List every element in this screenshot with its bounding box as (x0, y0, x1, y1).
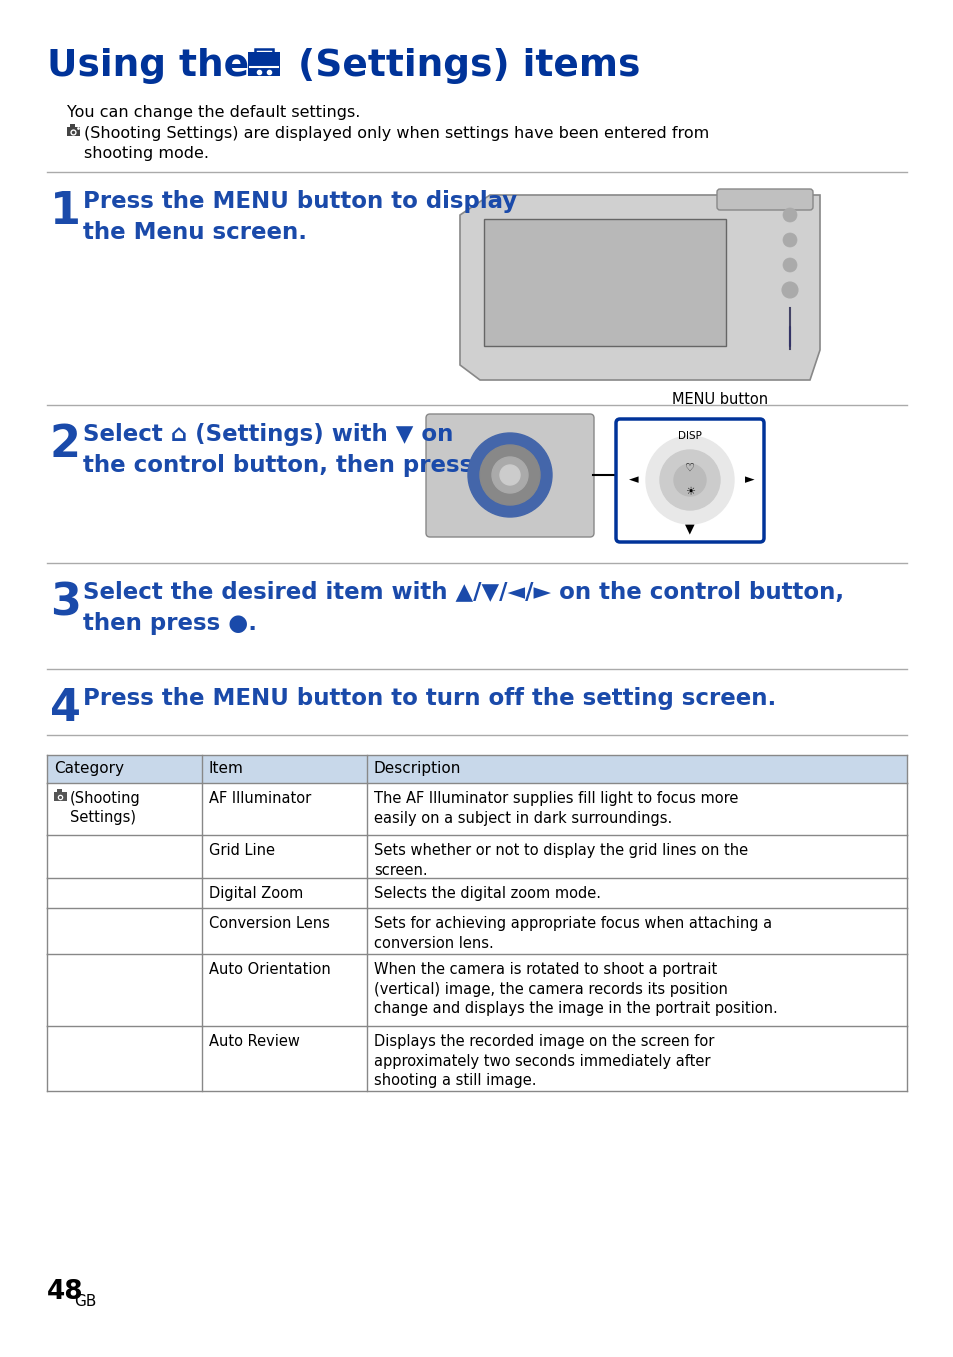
Text: Press the MENU button to display
the Menu screen.: Press the MENU button to display the Men… (83, 190, 517, 244)
Circle shape (782, 208, 796, 223)
Text: 1: 1 (50, 190, 81, 233)
Circle shape (468, 433, 552, 517)
Polygon shape (459, 195, 820, 380)
Text: Selects the digital zoom mode.: Selects the digital zoom mode. (374, 886, 600, 901)
Text: Using the: Using the (47, 47, 262, 84)
Bar (54, 792, 67, 801)
Text: GB: GB (74, 1295, 96, 1310)
Text: ▼: ▼ (684, 522, 694, 535)
Bar (57, 788, 62, 792)
Circle shape (645, 436, 733, 524)
Bar (47, 1026, 906, 1091)
Bar (47, 908, 906, 954)
Text: Category: Category (54, 761, 124, 776)
Circle shape (659, 451, 720, 510)
Bar (67, 128, 80, 136)
Text: Press the MENU button to turn off the setting screen.: Press the MENU button to turn off the se… (83, 687, 776, 710)
Text: 4: 4 (50, 687, 81, 730)
Text: 48: 48 (47, 1280, 84, 1305)
Text: ◄: ◄ (628, 474, 638, 487)
Text: Auto Review: Auto Review (209, 1034, 299, 1049)
Text: Description: Description (374, 761, 461, 776)
FancyBboxPatch shape (483, 218, 725, 346)
Text: DISP: DISP (678, 432, 701, 441)
Circle shape (781, 282, 797, 299)
Circle shape (499, 465, 519, 484)
FancyBboxPatch shape (248, 52, 280, 76)
Bar (47, 835, 906, 878)
Text: Auto Orientation: Auto Orientation (209, 962, 331, 977)
FancyBboxPatch shape (426, 414, 594, 537)
Text: (Shooting Settings) are displayed only when settings have been entered from
shoo: (Shooting Settings) are displayed only w… (84, 126, 708, 161)
Text: Sets for achieving appropriate focus when attaching a
conversion lens.: Sets for achieving appropriate focus whe… (374, 916, 771, 950)
FancyBboxPatch shape (70, 123, 75, 128)
Text: Conversion Lens: Conversion Lens (209, 916, 330, 931)
FancyBboxPatch shape (717, 189, 812, 210)
Text: Sets whether or not to display the grid lines on the
screen.: Sets whether or not to display the grid … (374, 843, 747, 878)
Text: 3: 3 (50, 581, 81, 624)
Text: Displays the recorded image on the screen for
approximately two seconds immediat: Displays the recorded image on the scree… (374, 1034, 714, 1088)
Circle shape (479, 445, 539, 505)
Circle shape (492, 457, 527, 493)
Bar (47, 954, 906, 1026)
Circle shape (782, 258, 796, 271)
Text: (Shooting
Settings): (Shooting Settings) (70, 791, 141, 825)
Text: Digital Zoom: Digital Zoom (209, 886, 303, 901)
Text: Select ⌂ (Settings) with ▼ on
the control button, then press ●.: Select ⌂ (Settings) with ▼ on the contro… (83, 423, 510, 478)
Text: MENU button: MENU button (671, 392, 767, 407)
Bar (47, 783, 906, 835)
FancyBboxPatch shape (616, 419, 763, 541)
Text: (Settings) items: (Settings) items (285, 47, 639, 84)
Text: 2: 2 (50, 423, 81, 465)
Bar (47, 878, 906, 908)
Text: The AF Illuminator supplies fill light to focus more
easily on a subject in dark: The AF Illuminator supplies fill light t… (374, 791, 738, 825)
Text: Grid Line: Grid Line (209, 843, 274, 858)
Text: ►: ► (744, 474, 754, 487)
Bar (47, 754, 906, 783)
Text: ☀: ☀ (684, 487, 695, 497)
Text: You can change the default settings.: You can change the default settings. (67, 104, 360, 119)
Text: ♡: ♡ (684, 463, 695, 474)
Text: Item: Item (209, 761, 244, 776)
Circle shape (782, 233, 796, 247)
Text: When the camera is rotated to shoot a portrait
(vertical) image, the camera reco: When the camera is rotated to shoot a po… (374, 962, 777, 1016)
Circle shape (673, 464, 705, 497)
Text: AF Illuminator: AF Illuminator (209, 791, 311, 806)
Text: Select the desired item with ▲/▼/◄/► on the control button,
then press ●.: Select the desired item with ▲/▼/◄/► on … (83, 581, 843, 635)
